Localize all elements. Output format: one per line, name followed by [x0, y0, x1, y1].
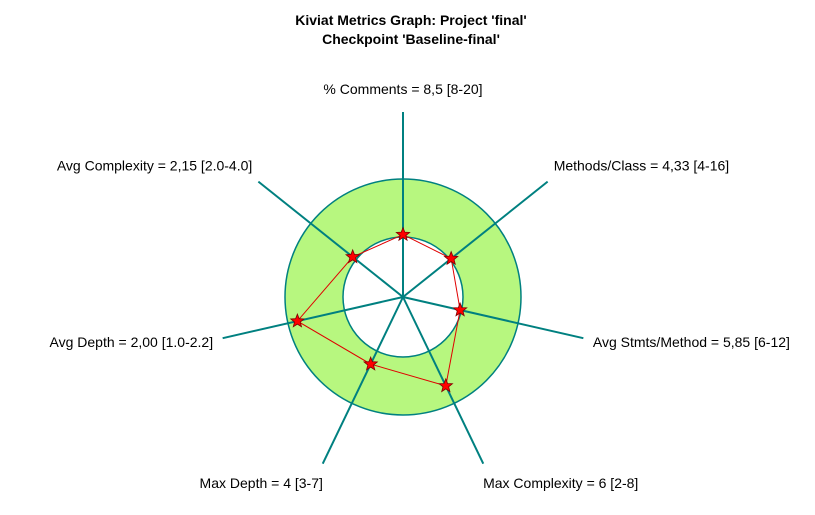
value-markers	[289, 226, 468, 393]
chart-title: Kiviat Metrics Graph: Project 'final'	[295, 12, 527, 28]
value-marker-star	[289, 312, 306, 328]
axis-spoke	[321, 296, 404, 465]
axis-spoke	[222, 296, 404, 340]
axis-spoke	[402, 296, 584, 340]
axis-label: Avg Complexity = 2,15 [2.0-4.0]	[57, 157, 252, 173]
value-marker-star	[438, 377, 454, 393]
value-marker-star	[362, 356, 379, 371]
value-marker-star	[443, 250, 459, 266]
axis-label: Methods/Class = 4,33 [4-16]	[554, 157, 730, 173]
value-marker-star	[344, 248, 361, 264]
value-polygon	[296, 234, 461, 387]
axis-spoke	[402, 180, 549, 298]
axis-label: Max Depth = 4 [3-7]	[200, 475, 323, 491]
range-band-ring	[285, 178, 522, 416]
axis-label: Max Complexity = 6 [2-8]	[483, 475, 638, 491]
axis-label: Avg Stmts/Method = 5,85 [6-12]	[593, 334, 790, 350]
axis-label: % Comments = 8,5 [8-20]	[323, 81, 482, 97]
axis-labels: % Comments = 8,5 [8-20] Methods/Class = 4…	[50, 81, 790, 491]
axis-label: Avg Depth = 2,00 [1.0-2.2]	[50, 334, 214, 350]
value-polygon-layer	[296, 234, 461, 387]
axis-spoke	[402, 296, 485, 465]
value-marker-star	[452, 301, 468, 317]
axis-spokes	[222, 112, 584, 465]
chart-subtitle: Checkpoint 'Baseline-final'	[322, 31, 500, 47]
value-marker-star	[395, 226, 411, 242]
axis-spoke	[257, 180, 404, 298]
